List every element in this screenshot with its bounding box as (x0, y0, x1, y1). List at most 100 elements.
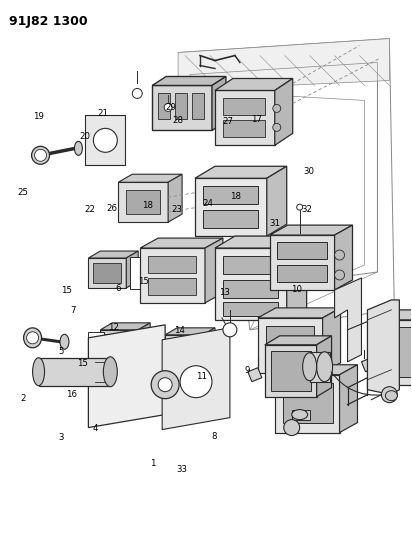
Polygon shape (203, 328, 215, 365)
Circle shape (94, 128, 117, 152)
Polygon shape (165, 328, 215, 335)
Polygon shape (89, 258, 126, 288)
Polygon shape (215, 78, 293, 91)
Text: 31: 31 (269, 220, 281, 229)
Bar (266, 326, 314, 364)
Polygon shape (258, 318, 323, 373)
Bar (277, 265, 327, 282)
Text: 10: 10 (291, 285, 302, 294)
Text: 30: 30 (303, 167, 314, 176)
Polygon shape (270, 235, 335, 290)
Ellipse shape (317, 352, 332, 382)
Text: 28: 28 (173, 116, 184, 125)
Text: 14: 14 (174, 326, 185, 335)
Text: 17: 17 (250, 115, 262, 124)
Polygon shape (265, 336, 332, 345)
Ellipse shape (23, 328, 42, 348)
Text: 27: 27 (222, 117, 233, 126)
Text: 32: 32 (301, 205, 312, 214)
Text: 23: 23 (171, 205, 182, 214)
Circle shape (132, 88, 142, 99)
Text: 21: 21 (97, 109, 108, 118)
Polygon shape (323, 308, 341, 373)
Text: 18: 18 (230, 192, 241, 201)
Bar (203, 186, 258, 204)
Circle shape (180, 366, 212, 398)
Polygon shape (118, 182, 168, 222)
Polygon shape (370, 320, 412, 385)
Circle shape (335, 250, 344, 260)
Text: 26: 26 (106, 204, 117, 213)
Text: 8: 8 (211, 432, 217, 441)
Text: 18: 18 (142, 201, 153, 211)
Polygon shape (335, 225, 353, 290)
Polygon shape (317, 336, 332, 397)
Text: 12: 12 (108, 323, 119, 332)
Text: 5: 5 (59, 347, 64, 356)
Bar (192, 93, 204, 119)
Polygon shape (212, 77, 226, 131)
Bar (94, 263, 121, 283)
Polygon shape (118, 174, 182, 182)
Polygon shape (168, 174, 182, 222)
Text: 7: 7 (70, 306, 75, 315)
Text: 33: 33 (177, 465, 188, 474)
Circle shape (223, 323, 237, 337)
Text: 19: 19 (33, 112, 44, 121)
Bar (158, 93, 170, 119)
Polygon shape (275, 78, 293, 146)
Polygon shape (195, 166, 287, 178)
Bar (39, 358, 110, 386)
Polygon shape (267, 166, 287, 236)
Polygon shape (195, 178, 267, 236)
Polygon shape (368, 300, 399, 394)
Circle shape (273, 104, 281, 112)
Text: 11: 11 (197, 372, 207, 381)
Polygon shape (287, 236, 307, 320)
Bar (283, 383, 332, 423)
Bar (105, 334, 133, 354)
Polygon shape (275, 375, 339, 433)
Polygon shape (265, 345, 317, 397)
Polygon shape (215, 91, 275, 146)
Circle shape (335, 270, 344, 280)
Bar (126, 190, 160, 214)
Text: 91J82 1300: 91J82 1300 (9, 15, 87, 28)
Bar (223, 280, 278, 298)
Bar (203, 210, 258, 228)
Ellipse shape (103, 357, 117, 386)
Ellipse shape (303, 353, 317, 381)
Polygon shape (248, 368, 262, 382)
Circle shape (151, 371, 179, 399)
Text: 15: 15 (61, 286, 72, 295)
Ellipse shape (60, 334, 69, 349)
Bar (223, 256, 278, 274)
Bar (223, 302, 278, 316)
Bar (175, 93, 187, 119)
Polygon shape (275, 365, 358, 375)
Bar (223, 120, 265, 138)
Polygon shape (101, 330, 138, 358)
Circle shape (284, 419, 300, 435)
Polygon shape (152, 85, 212, 131)
Polygon shape (270, 225, 353, 235)
Ellipse shape (33, 358, 44, 386)
Text: 25: 25 (18, 188, 29, 197)
Polygon shape (205, 238, 223, 303)
Bar (85, 116, 125, 165)
Circle shape (35, 149, 47, 161)
Polygon shape (361, 357, 377, 372)
Circle shape (27, 332, 39, 344)
Polygon shape (101, 323, 150, 330)
Text: 4: 4 (92, 424, 98, 433)
Polygon shape (140, 238, 223, 248)
Polygon shape (140, 248, 205, 303)
Polygon shape (178, 38, 389, 91)
Polygon shape (162, 328, 230, 430)
Bar (310, 352, 330, 382)
Text: 15: 15 (77, 359, 88, 368)
Polygon shape (89, 325, 165, 427)
Circle shape (273, 123, 281, 131)
Text: 9: 9 (244, 366, 250, 375)
Circle shape (158, 378, 172, 392)
